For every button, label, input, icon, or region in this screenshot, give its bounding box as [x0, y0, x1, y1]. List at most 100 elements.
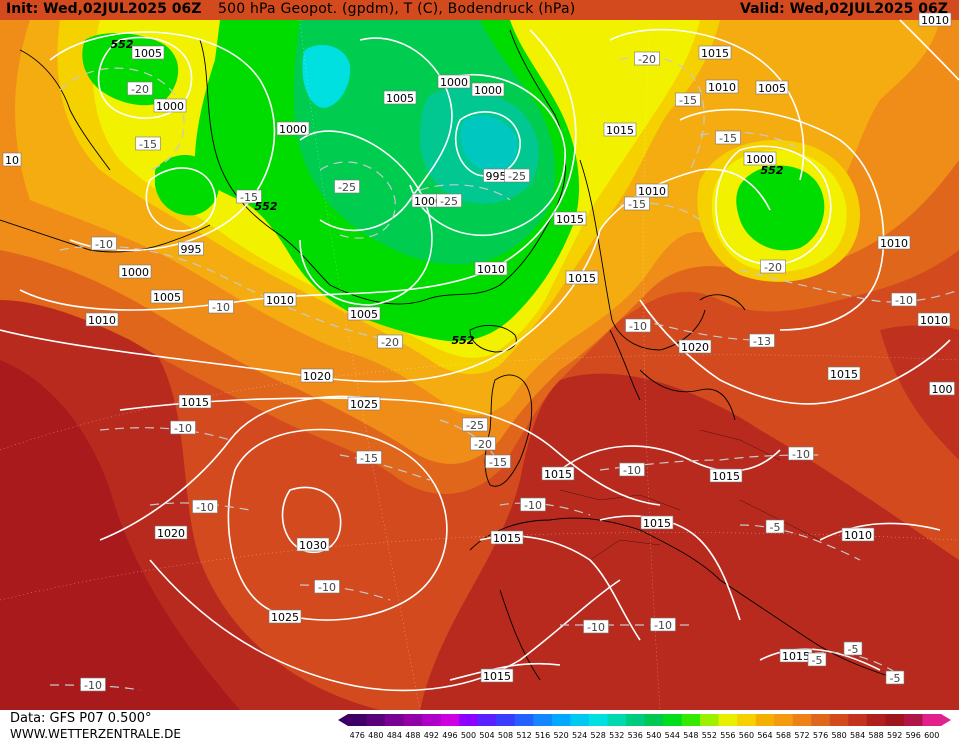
isobar-label-text: 1000 [279, 123, 307, 136]
isotherm-label: -5 [765, 519, 785, 534]
scale-tick-label: 564 [757, 731, 772, 740]
isobar-label-text: 100 [932, 383, 953, 396]
isobar-label: 1015 [480, 668, 514, 683]
isobar-label: 10 [2, 152, 22, 167]
scale-tick-label: 480 [368, 731, 383, 740]
isotherm-label-text: -20 [638, 53, 656, 66]
isobar-label: 1005 [131, 45, 165, 60]
iceland-coast [469, 324, 517, 353]
isobar-label-text: 1020 [303, 370, 331, 383]
isobar-label: 1015 [779, 648, 813, 663]
isotherm-label-text: -10 [654, 619, 672, 632]
scale-tick-label: 496 [442, 731, 457, 740]
isobar-label-text: 1010 [921, 14, 949, 27]
scale-cell [607, 714, 627, 726]
isobar-label-text: 1015 [568, 272, 596, 285]
scale-arrow-right [941, 714, 951, 726]
scale-tick-label: 516 [535, 731, 550, 740]
isotherm-label: -10 [170, 420, 196, 435]
scale-cell [533, 714, 553, 726]
isobar-label-text: 1005 [386, 92, 414, 105]
isobar-label-text: 1020 [681, 341, 709, 354]
scale-tick-label: 508 [498, 731, 513, 740]
isobar-label: 1005 [150, 289, 184, 304]
isotherm-label-text: -20 [381, 336, 399, 349]
isotherm-label: -20 [470, 436, 496, 451]
isobar-label-text: 1010 [638, 185, 666, 198]
isotherm-label: -15 [135, 136, 161, 151]
isobar-label-text: 1000 [121, 266, 149, 279]
isotherm-label-text: -10 [524, 499, 542, 512]
isobar-label: 1015 [603, 122, 637, 137]
scale-cell [829, 714, 849, 726]
isotherm-label: -20 [377, 334, 403, 349]
isotherm-label-text: -15 [139, 138, 157, 151]
gpdm-contour-label: 552 [255, 200, 278, 213]
scale-tick-label: 584 [850, 731, 865, 740]
scale-tick-label: 596 [906, 731, 921, 740]
isobar-label: 1005 [755, 80, 789, 95]
isobar-label-text: 1000 [746, 153, 774, 166]
isotherm-label-text: -15 [628, 198, 646, 211]
isotherm-label: -10 [583, 619, 609, 634]
isobar-label-text: 1015 [830, 368, 858, 381]
scale-tick-label: 560 [739, 731, 754, 740]
isotherm-label: -5 [807, 652, 827, 667]
isotherm-label-text: -5 [890, 672, 901, 685]
isobar-label: 1010 [705, 79, 739, 94]
site-url: WWW.WETTERZENTRALE.DE [10, 727, 181, 741]
isobar-label-text: 1000 [474, 84, 502, 97]
isotherm-label: -10 [625, 318, 651, 333]
isotherm-label-text: -5 [770, 521, 781, 534]
gpdm-contour-label: 552 [761, 164, 784, 177]
isotherm-label-text: -25 [440, 195, 458, 208]
isobar-labels: 1005 1000 1000 1000 1000 1005 995 1000 995 1000 10… [2, 12, 955, 683]
scale-cell [477, 714, 497, 726]
scale-cell [403, 714, 423, 726]
scale-tick-label: 540 [646, 731, 661, 740]
isotherm-label: -25 [462, 417, 488, 432]
scale-cell [625, 714, 645, 726]
isobar-label: 1005 [347, 306, 381, 321]
isobar-label-text: 1000 [156, 100, 184, 113]
isotherm-label-text: -10 [895, 294, 913, 307]
isobar-label: 1000 [411, 193, 445, 208]
scale-tick-label: 484 [387, 731, 402, 740]
scale-tick-label: 488 [405, 731, 420, 740]
isobar-label: 1015 [640, 515, 674, 530]
isobar-label: 1015 [698, 45, 732, 60]
scale-cell [440, 714, 460, 726]
isotherm-label: -10 [91, 236, 117, 251]
isobar-label: 1015 [178, 394, 212, 409]
isobar-label: 1010 [635, 183, 669, 198]
isobar-label-text: 1005 [758, 82, 786, 95]
isotherm-label-text: -25 [338, 181, 356, 194]
scale-cell [514, 714, 534, 726]
isotherm-label-text: -5 [848, 643, 859, 656]
europe-coast [469, 517, 901, 681]
isotherm-label: -10 [80, 677, 106, 692]
isobar-label: 1010 [918, 12, 952, 27]
scale-tick-label: 568 [776, 731, 791, 740]
isotherm-label-text: -10 [212, 301, 230, 314]
isotherm-label-text: -10 [95, 238, 113, 251]
isotherm-label-text: -10 [196, 501, 214, 514]
scale-cell [922, 714, 942, 726]
scale-cell [737, 714, 757, 726]
isobar-label: 1000 [437, 74, 471, 89]
isobar-label: 1015 [565, 270, 599, 285]
field-544-east [736, 165, 825, 251]
isotherm-label: -15 [236, 189, 262, 204]
isobar-label-text: 1015 [712, 470, 740, 483]
isobar-label-text: 1010 [920, 314, 948, 327]
isobar-label: 1000 [276, 121, 310, 136]
isotherm-label-text: -20 [474, 438, 492, 451]
isotherm-label: -10 [520, 497, 546, 512]
baltic-coast [639, 294, 746, 421]
isobar-label-text: 1005 [153, 291, 181, 304]
isobar-label-text: 1010 [708, 81, 736, 94]
scale-cell [755, 714, 775, 726]
scale-cell [366, 714, 386, 726]
isobar-label-text: 1015 [701, 47, 729, 60]
